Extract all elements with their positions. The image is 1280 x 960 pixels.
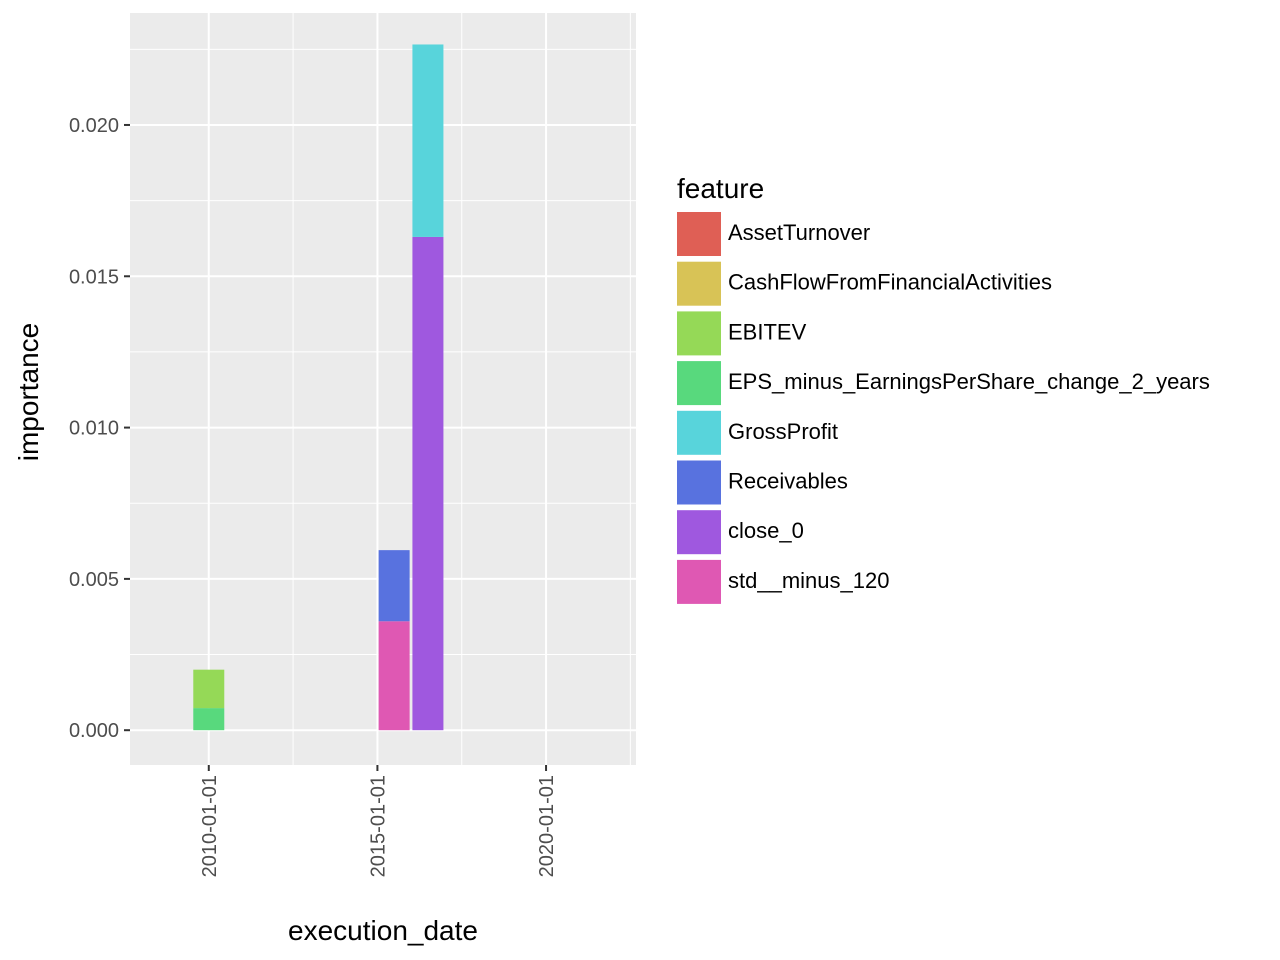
x-axis: 2010-01-01 2015-01-01 2020-01-01 xyxy=(199,765,558,877)
y-axis-title: importance xyxy=(13,323,44,462)
legend-label: EBITEV xyxy=(728,319,807,344)
bars-layer xyxy=(193,44,444,731)
y-tick-label: 0.010 xyxy=(69,418,119,440)
y-tick-label: 0.000 xyxy=(69,720,119,742)
x-tick-label: 2015-01-01 xyxy=(367,775,389,877)
legend-swatch xyxy=(677,261,721,306)
legend-swatch xyxy=(677,559,721,604)
y-tick-label: 0.020 xyxy=(69,115,119,137)
legend-swatch xyxy=(677,212,721,256)
x-tick-label: 2010-01-01 xyxy=(199,775,221,877)
legend-title: feature xyxy=(677,173,764,204)
legend-label: close_0 xyxy=(728,518,804,543)
legend-label: Receivables xyxy=(728,469,848,494)
y-tick-label: 0.005 xyxy=(69,569,119,591)
legend-label: AssetTurnover xyxy=(728,220,870,245)
y-axis: 0.000 0.005 0.010 0.015 0.020 xyxy=(69,115,130,742)
legend-label: CashFlowFromFinancialActivities xyxy=(728,270,1052,295)
bar-segment xyxy=(378,550,410,622)
legend-label: EPS_minus_EarningsPerShare_change_2_year… xyxy=(728,369,1210,394)
legend-label: std__minus_120 xyxy=(728,568,889,593)
bar-segment xyxy=(193,708,225,731)
legend: feature AssetTurnover CashFlowFromFinanci… xyxy=(677,173,1210,604)
y-tick-label: 0.015 xyxy=(69,266,119,288)
legend-swatch xyxy=(677,460,721,505)
grid-lines xyxy=(130,13,636,765)
bar-segment xyxy=(412,236,444,731)
legend-swatch xyxy=(677,410,721,455)
bar-segment xyxy=(193,669,225,709)
legend-label: GrossProfit xyxy=(728,419,838,444)
x-axis-title: execution_date xyxy=(288,915,478,946)
legend-swatch xyxy=(677,510,721,555)
legend-swatch xyxy=(677,311,721,356)
bar-segment xyxy=(412,44,444,237)
legend-swatch xyxy=(677,361,721,406)
bar-segment xyxy=(378,621,410,731)
x-tick-label: 2020-01-01 xyxy=(536,775,558,877)
